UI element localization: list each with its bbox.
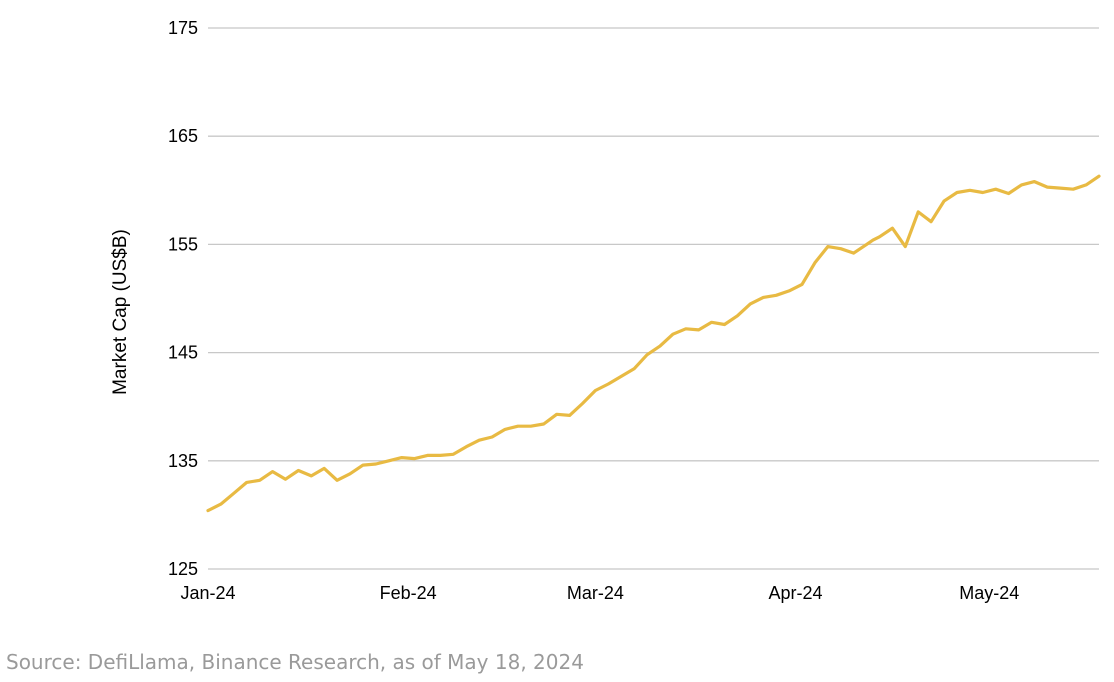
x-tick-label: Feb-24 bbox=[380, 583, 437, 603]
x-axis-ticks: Jan-24 Feb-24 Mar-24 Apr-24 May-24 bbox=[180, 583, 1019, 603]
x-tick-label: Mar-24 bbox=[567, 583, 624, 603]
y-tick-label: 175 bbox=[168, 18, 198, 38]
y-axis-ticks: 125 135 145 155 165 175 bbox=[168, 18, 198, 579]
source-note: Source: DefiLlama, Binance Research, as … bbox=[6, 650, 584, 674]
y-tick-label: 165 bbox=[168, 126, 198, 146]
market-cap-series-line bbox=[206, 174, 1101, 513]
y-tick-label: 135 bbox=[168, 451, 198, 471]
y-axis-label: Market Cap (US$B) bbox=[110, 229, 131, 395]
x-tick-label: Jan-24 bbox=[180, 583, 235, 603]
x-tick-label: May-24 bbox=[959, 583, 1019, 603]
y-tick-label: 155 bbox=[168, 234, 198, 254]
x-tick-label: Apr-24 bbox=[769, 583, 823, 603]
market-cap-line-chart: 125 135 145 155 165 175 Jan-24 Feb-24 Mar-24 Apr… bbox=[110, 18, 1101, 603]
gridlines bbox=[208, 27, 1099, 570]
y-tick-label: 145 bbox=[168, 343, 198, 363]
y-tick-label: 125 bbox=[168, 559, 198, 579]
